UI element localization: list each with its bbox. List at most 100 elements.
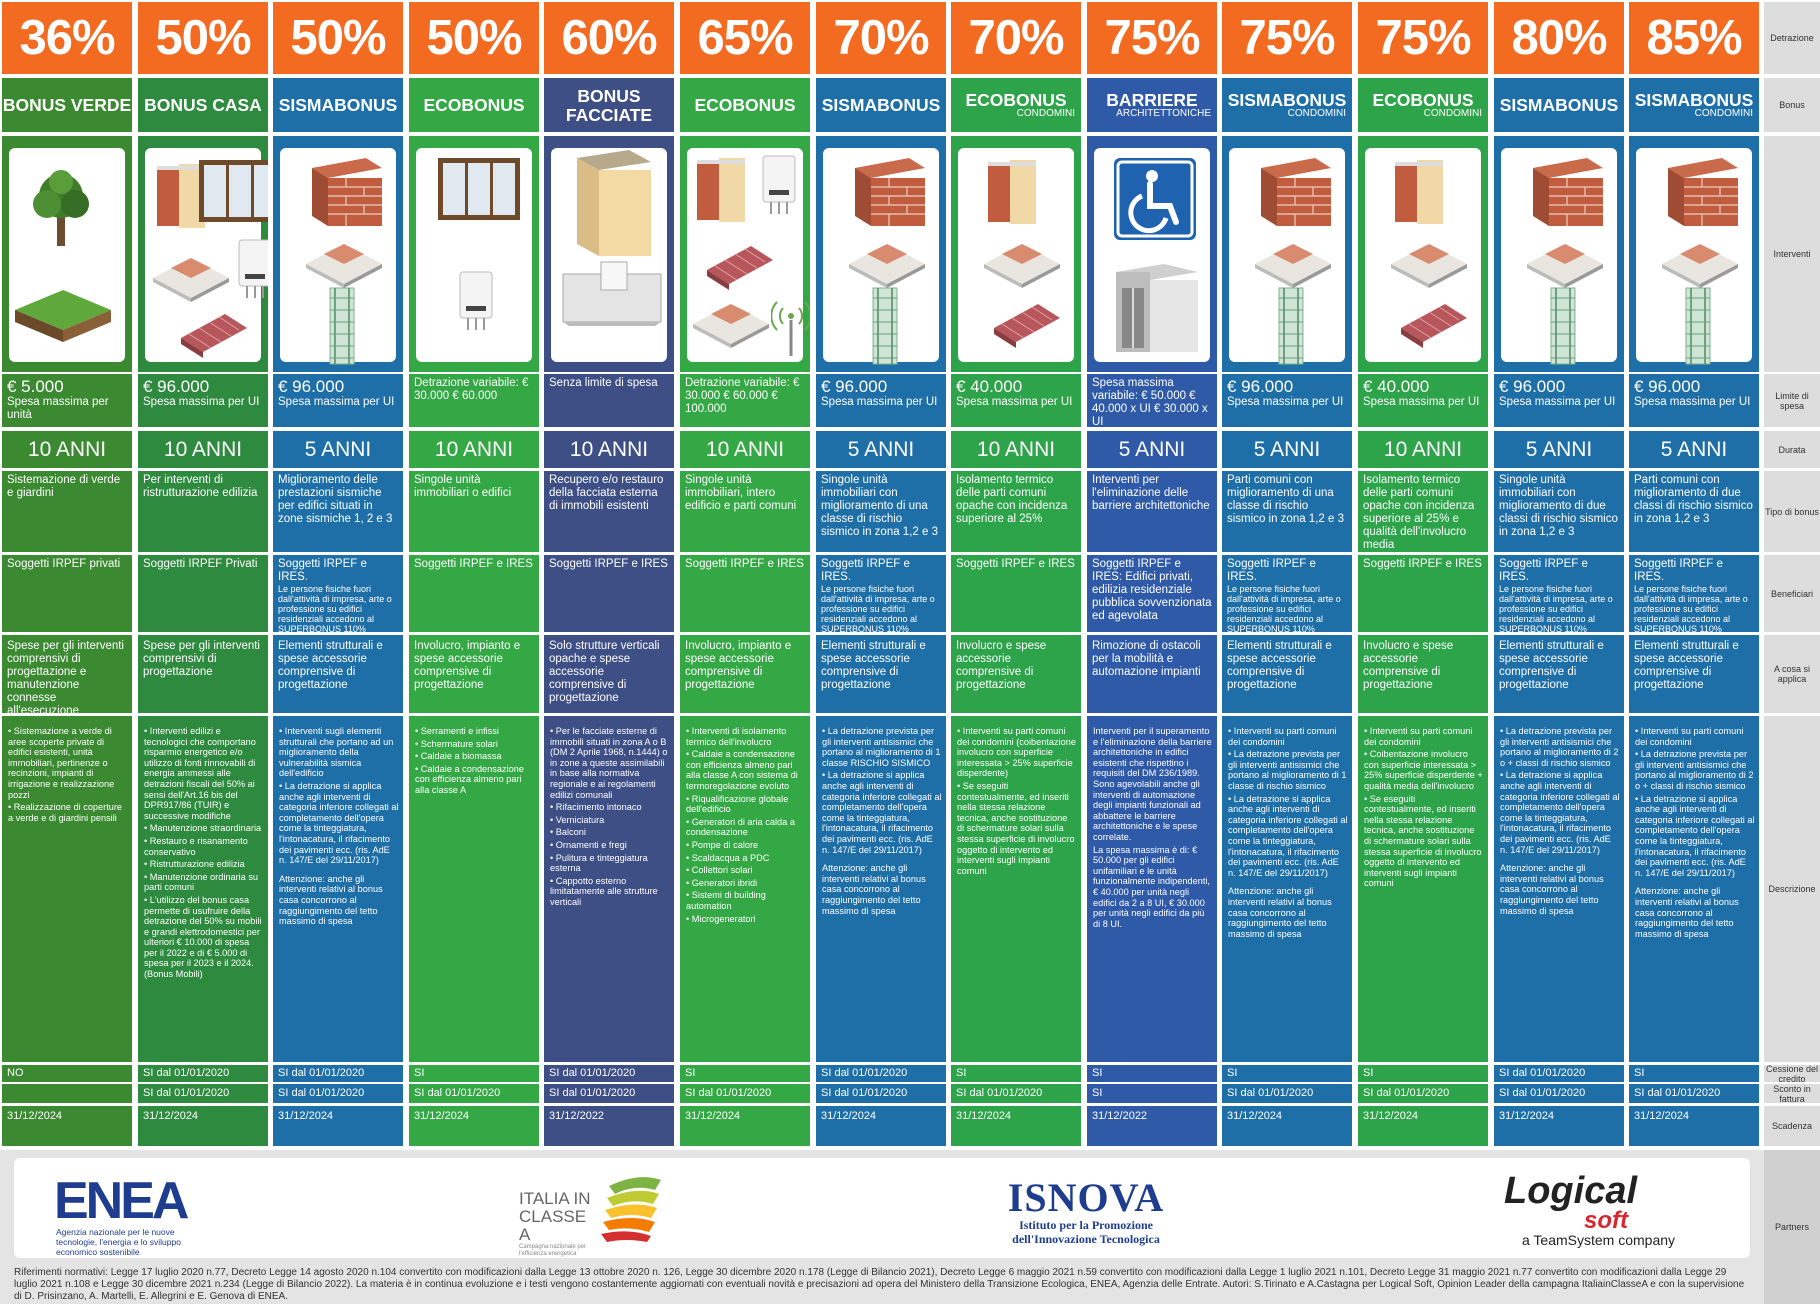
description-item: • La detrazione prevista per gli interve… [1635, 749, 1754, 791]
tipo-bonus-cell: Parti comuni con miglioramento di una cl… [1222, 471, 1352, 552]
cessione-credito-cell: NO [2, 1065, 132, 1082]
a-cosa-si-applica-cell: Solo strutture verticali opache e spese … [544, 635, 674, 713]
beneficiari-text: Soggetti IRPEF e IRES: Edifici privati, … [1092, 558, 1212, 622]
interventi-cell [680, 136, 810, 372]
interventi-image-card [1365, 148, 1481, 362]
bonus-column: 85% SISMABONUS CONDOMINI € 96.000 Spesa … [1627, 0, 1761, 1148]
bonus-name: SISMABONUS [821, 95, 941, 115]
bonus-column: 50% BONUS CASA € 96.000 Spesa massima pe… [136, 0, 270, 1148]
description-item: • La detrazione prevista per gli interve… [822, 726, 941, 768]
cessione-credito-cell: SI dal 01/01/2020 [273, 1065, 403, 1082]
bonus-name: SISMABONUS [1227, 90, 1347, 110]
description-item: Attenzione: anche gli interventi relativ… [822, 863, 926, 916]
descrizione-cell: • Sistemazione a verde di aree scoperte … [2, 716, 132, 1062]
description-item: Attenzione: anche gli interventi relativ… [1635, 886, 1739, 939]
beneficiari-cell: Soggetti IRPEF e IRES [1358, 555, 1488, 632]
scadenza-cell: 31/12/2022 [544, 1106, 674, 1146]
a-cosa-si-applica-cell: Elementi strutturali e spese accessorie … [1629, 635, 1759, 713]
brick-wall-icon [1658, 154, 1742, 233]
scadenza-cell: 31/12/2024 [273, 1106, 403, 1146]
beneficiari-text: Soggetti IRPEF e IRES. [821, 558, 910, 583]
descrizione-cell: • Interventi su parti comuni dei condomi… [951, 716, 1081, 1062]
description-item: • La detrazione si applica anche agli in… [822, 770, 942, 855]
sconto-fattura-cell: SI dal 01/01/2020 [273, 1084, 403, 1103]
description-item: • Restauro e risanamento conservativo [144, 835, 248, 857]
footer: ENEA Agenzia nazionale per le nuove tecn… [0, 1150, 1820, 1304]
descrizione-cell: • Interventi su parti comuni dei condomi… [1358, 716, 1488, 1062]
tree-icon [25, 168, 97, 253]
descrizione-cell: • Interventi sugli elementi strutturali … [273, 716, 403, 1062]
roof-tiles-icon [1387, 298, 1471, 357]
wheelchair-icon [1112, 156, 1198, 247]
sconto-fattura-cell: SI dal 01/01/2020 [816, 1084, 946, 1103]
reinforced-column-icon [1676, 282, 1720, 372]
detrazione-percent: 50% [409, 2, 539, 74]
cessione-credito-cell: SI [1358, 1065, 1488, 1082]
scadenza-cell: 31/12/2024 [816, 1106, 946, 1146]
italia-title: ITALIA IN CLASSE A [519, 1189, 591, 1244]
bonus-column: 60% BONUS FACCIATE Senza limite di spesa… [542, 0, 676, 1148]
bonus-column: 50% SISMABONUS € 96.000 Spesa massima pe… [271, 0, 405, 1148]
description-item: • Interventi su parti comuni dei condomi… [1364, 726, 1473, 747]
bonus-name: SISMABONUS [278, 95, 398, 115]
description-item: • Ristrutturazione edilizia [144, 859, 245, 870]
durata-cell: 5 ANNI [1222, 431, 1352, 468]
logical-soft-logo: Logical soft a TeamSystem company [1504, 1172, 1704, 1258]
description-item: • Realizzazione di coperture a verde e d… [8, 802, 123, 823]
window-icon [195, 156, 268, 231]
roof-icon [1251, 238, 1335, 293]
cessione-credito-cell: SI dal 01/01/2020 [1494, 1065, 1624, 1082]
interventi-image-card [1229, 148, 1345, 365]
description-item: • Schermature solari [415, 738, 498, 749]
durata-cell: 10 ANNI [1358, 431, 1488, 468]
description-item: • Manutenzione ordinaria su parti comuni [144, 871, 259, 893]
description-item: • Manutenzione straordinaria [144, 823, 262, 834]
durata-cell: 5 ANNI [816, 431, 946, 468]
limite-spesa-amount: € 96.000 [1227, 377, 1294, 396]
references-text: Riferimenti normativi: Legge 17 luglio 2… [14, 1267, 1745, 1302]
tipo-bonus-cell: Per interventi di ristrutturazione edili… [138, 471, 268, 552]
limite-spesa-cell: Detrazione variabile: € 30.000 € 60.000 … [680, 374, 810, 427]
beneficiari-text: Soggetti IRPEF e IRES [414, 558, 533, 570]
tipo-bonus-cell: Singole unità immobiliari o edifici [409, 471, 539, 552]
limite-spesa-amount: € 96.000 [1634, 377, 1701, 396]
isnova-name: ISNOVA [1007, 1175, 1165, 1220]
interventi-cell [1494, 136, 1624, 372]
durata-cell: 5 ANNI [1494, 431, 1624, 468]
detrazione-percent: 75% [1087, 2, 1217, 74]
beneficiari-text: Soggetti IRPEF e IRES. [1227, 558, 1316, 583]
description-item: • Collettori solari [686, 865, 753, 876]
beneficiari-text: Soggetti IRPEF privati [7, 558, 121, 570]
durata-cell: 10 ANNI [2, 431, 132, 468]
a-cosa-si-applica-cell: Spese per gli interventi comprensivi di … [138, 635, 268, 713]
interventi-cell [1629, 136, 1759, 372]
limite-spesa-text: Spesa massima per UI [821, 396, 938, 408]
interventi-image-card [1094, 148, 1210, 362]
sconto-fattura-cell: SI dal 01/01/2020 [544, 1084, 674, 1103]
description-item: • La detrazione si applica anche agli in… [1228, 793, 1348, 878]
insulation-icon [980, 154, 1044, 233]
interventi-cell [138, 136, 268, 372]
description-item: • Caldaie a condensazione con efficienza… [415, 763, 524, 795]
description-item: • Caldaie a condensazione con efficienza… [686, 749, 798, 791]
reinforced-column-icon [863, 282, 907, 372]
durata-cell: 10 ANNI [138, 431, 268, 468]
scadenza-cell: 31/12/2024 [409, 1106, 539, 1146]
tipo-bonus-cell: Singole unità immobiliari, intero edific… [680, 471, 810, 552]
bonus-name-cell: SISMABONUS [1494, 78, 1624, 132]
detrazione-percent: 70% [816, 2, 946, 74]
description-item: • Pompe di calore [686, 839, 759, 850]
interventi-cell [1358, 136, 1488, 372]
roof-icon [980, 238, 1064, 293]
brick-wall-icon [1251, 154, 1335, 233]
row-label-bonus: Bonus [1764, 78, 1820, 132]
sconto-fattura-cell: SI dal 01/01/2020 [680, 1084, 810, 1103]
bonus-column: 75% SISMABONUS CONDOMINI € 96.000 Spesa … [1220, 0, 1354, 1148]
descrizione-cell: • Interventi edilizi e tecnologici che c… [138, 716, 268, 1062]
detrazione-percent: 65% [680, 2, 810, 74]
detrazione-percent: 60% [544, 2, 674, 74]
bonus-subtitle: CONDOMINI [1287, 108, 1346, 119]
beneficiari-text: Soggetti IRPEF e IRES [956, 558, 1075, 570]
durata-cell: 5 ANNI [1087, 431, 1217, 468]
limite-spesa-text: Spesa massima per UI [1227, 396, 1344, 408]
